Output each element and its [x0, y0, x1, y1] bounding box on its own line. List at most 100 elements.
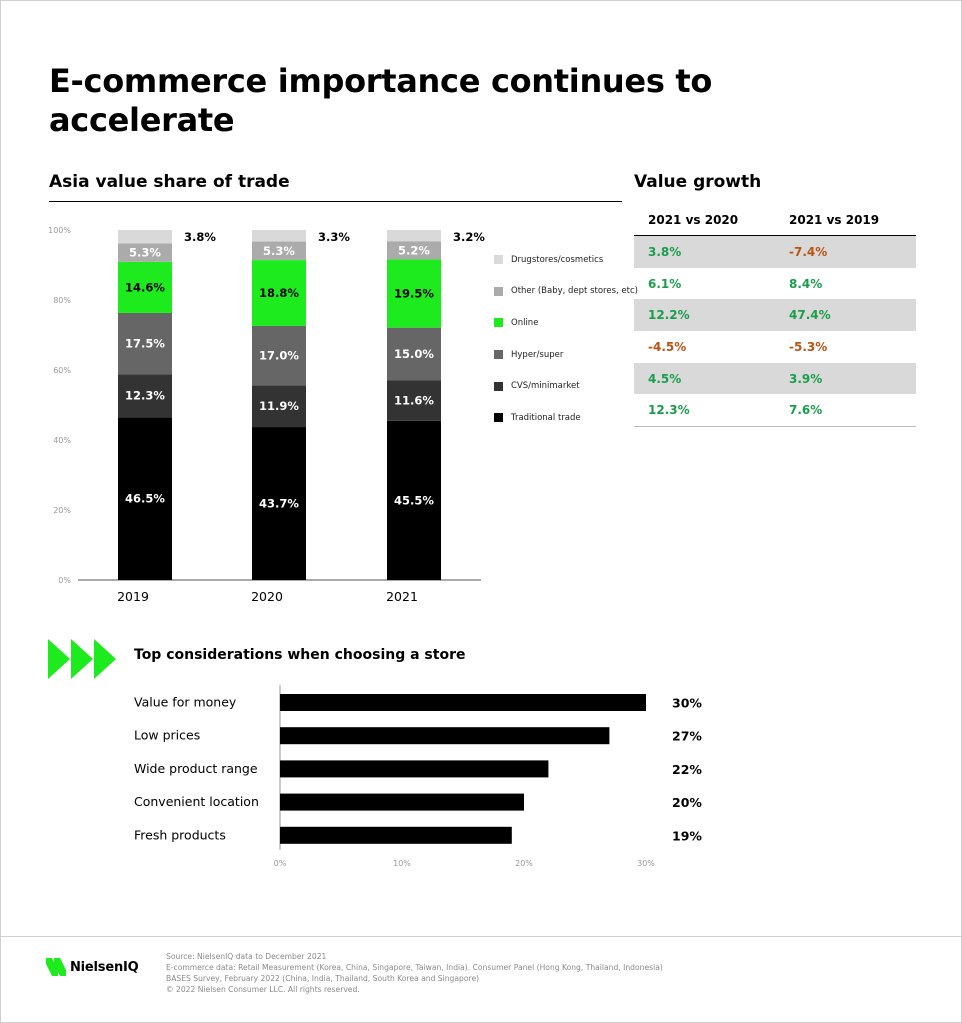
- data-label: 14.6%: [125, 280, 165, 294]
- legend-label: CVS/minimarket: [511, 381, 580, 392]
- y-tick-label: 100%: [48, 226, 71, 235]
- data-label: 11.9%: [259, 399, 299, 413]
- legend-label: Drugstores/cosmetics: [511, 254, 604, 265]
- data-label: 15.0%: [394, 347, 434, 361]
- legend-label: Hyper/super: [511, 349, 564, 360]
- y-tick-label: 80%: [53, 296, 71, 305]
- footer-bases-line: BASES Survey, February 2022 (China, Indi…: [166, 974, 480, 983]
- table-cell: 4.5%: [634, 362, 775, 395]
- column-header: 2021 vs 2020: [634, 205, 775, 236]
- data-label: 11.6%: [394, 393, 434, 407]
- data-label: 17.5%: [125, 337, 165, 351]
- bar-segment: [387, 420, 441, 580]
- data-label: 3.8%: [184, 230, 216, 244]
- bar-segment: [387, 380, 441, 421]
- value-label: 19%: [672, 828, 702, 843]
- bar-segment: [252, 230, 306, 242]
- table-header-row: 2021 vs 2020 2021 vs 2019: [634, 205, 916, 236]
- x-tick-label: 20%: [515, 859, 533, 868]
- table-cell: -7.4%: [775, 235, 916, 268]
- page-title: E-commerce importance continues to accel…: [49, 62, 713, 139]
- value-label: 27%: [672, 729, 702, 744]
- x-tick-label: 30%: [637, 859, 655, 868]
- x-tick-label: 2020: [251, 589, 283, 604]
- legend-swatch: [494, 255, 503, 265]
- legend-swatch: [494, 350, 503, 360]
- value-growth-table: 2021 vs 2020 2021 vs 2019 3.8% -7.4% 6.1…: [634, 205, 916, 428]
- bar-segment: [387, 259, 441, 328]
- bar: [280, 694, 646, 711]
- bar-segment: [252, 427, 306, 580]
- footer-ecommerce-line: E-commerce data: Retail Measurement (Kor…: [166, 963, 663, 972]
- considerations-title: Top considerations when choosing a store: [134, 647, 466, 663]
- data-label: 5.3%: [129, 246, 161, 260]
- bar: [280, 727, 610, 745]
- data-label: 3.3%: [318, 230, 350, 244]
- table-cell: 3.9%: [775, 362, 916, 395]
- legend-swatch: [494, 286, 503, 296]
- category-label: Fresh products: [134, 827, 226, 842]
- table-row: 4.5% 3.9%: [634, 362, 916, 395]
- table-cell: 12.3%: [634, 394, 775, 428]
- value-growth-title: Value growth: [634, 172, 762, 192]
- legend-item: Drugstores/cosmetics: [494, 244, 638, 276]
- table-cell: 8.4%: [789, 276, 823, 291]
- footer-copyright-line: © 2022 Nielsen Consumer LLC. All rights …: [166, 985, 360, 994]
- table-cell: 7.6%: [775, 394, 916, 428]
- y-tick-label: 0%: [58, 576, 71, 585]
- data-label: 45.5%: [394, 493, 434, 507]
- data-label: 46.5%: [125, 492, 165, 506]
- category-label: Wide product range: [134, 761, 258, 776]
- share-chart: 0% 20% 40% 60% 80% 100% 46.5% 12.3% 17.5% 14.6% 5.…: [48, 226, 485, 604]
- value-label: 20%: [672, 795, 702, 810]
- footer-source-line: Source: NielsenIQ data to December 2021: [166, 952, 327, 961]
- bar-segment: [118, 243, 172, 262]
- data-label: 12.3%: [125, 389, 165, 403]
- legend-item: Traditional trade: [494, 402, 638, 434]
- legend-swatch: [494, 413, 503, 423]
- bar-segment: [118, 374, 172, 418]
- bar-segment: [252, 260, 306, 326]
- bar: [280, 826, 512, 844]
- bar-segment: [118, 417, 172, 580]
- bar-segment: [118, 312, 172, 375]
- legend-label: Traditional trade: [511, 412, 581, 423]
- bar-segment: [387, 241, 441, 260]
- data-label: 3.2%: [453, 230, 485, 244]
- data-label: 43.7%: [259, 497, 299, 511]
- bar-segment: [118, 261, 172, 313]
- legend-item: CVS/minimarket: [494, 370, 638, 402]
- bar-segment: [252, 241, 306, 261]
- share-chart-legend: Drugstores/cosmetics Other (Baby, dept s…: [494, 244, 638, 434]
- table-cell: 3.8%: [634, 235, 775, 268]
- table-cell: -5.3%: [789, 339, 828, 354]
- x-tick-label: 10%: [393, 859, 411, 868]
- bar: [280, 760, 549, 778]
- data-label: 5.2%: [398, 243, 430, 257]
- share-chart-title-rule: [49, 201, 622, 202]
- considerations-chart: Value for money 30% Low prices 27% Wide prod…: [134, 685, 702, 868]
- bar: [280, 793, 524, 811]
- legend-item: Online: [494, 307, 638, 339]
- legend-swatch: [494, 381, 503, 391]
- x-tick-label: 2019: [117, 589, 149, 604]
- nielseniq-logo-icon: [46, 958, 66, 976]
- bar-segment: [252, 385, 306, 428]
- table-cell: 12.2%: [634, 299, 775, 332]
- table-row: 12.3% 7.6%: [634, 394, 916, 428]
- data-label: 18.8%: [259, 286, 299, 300]
- value-label: 22%: [672, 762, 702, 777]
- x-tick-label: 2021: [386, 589, 418, 604]
- table-cell: 6.1%: [648, 276, 682, 291]
- table-row: 12.2% 47.4%: [634, 299, 916, 332]
- data-label: 5.3%: [263, 244, 295, 258]
- logo-text: NielsenIQ: [70, 959, 139, 975]
- category-label: Low prices: [134, 728, 200, 743]
- category-label: Value for money: [134, 695, 237, 710]
- legend-label: Online: [511, 317, 539, 328]
- category-label: Convenient location: [134, 794, 259, 809]
- y-tick-label: 60%: [53, 366, 71, 375]
- legend-label: Other (Baby, dept stores, etc): [511, 286, 638, 297]
- bar-segment: [387, 230, 441, 242]
- table-row: 3.8% -7.4%: [634, 235, 916, 268]
